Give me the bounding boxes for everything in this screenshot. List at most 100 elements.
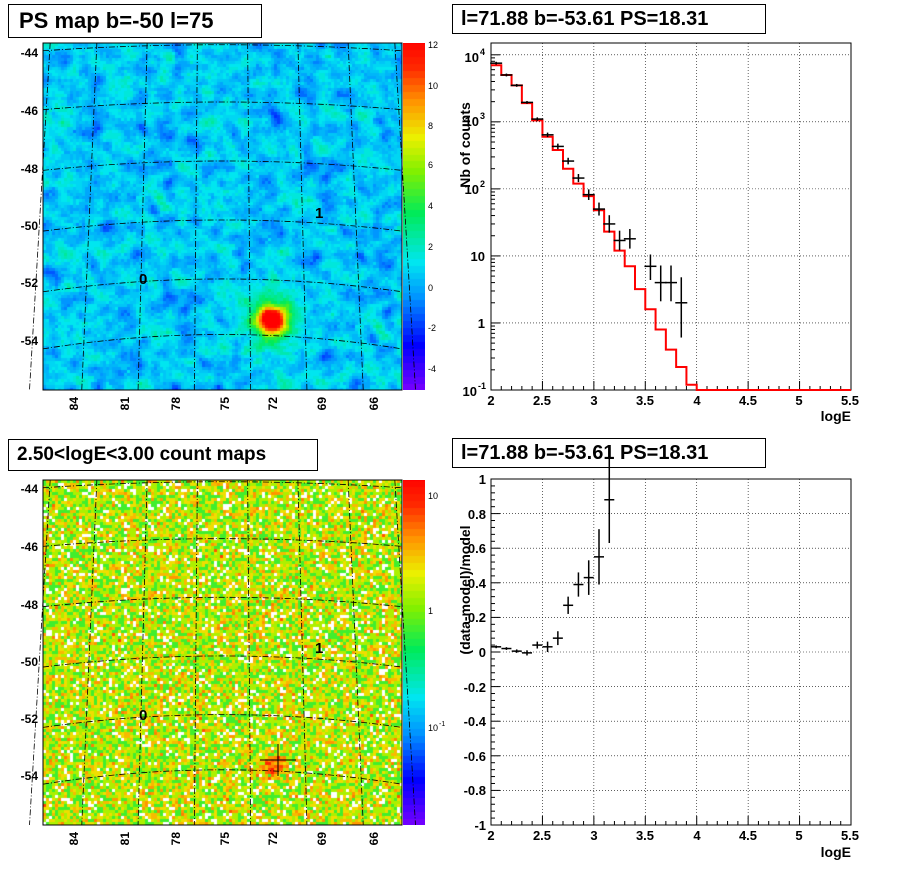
spectrum-xtick: 3.5 (636, 393, 654, 408)
residual-grid (490, 478, 852, 826)
ps-map-ytick: -48 (21, 162, 39, 176)
ps-map-frame (42, 42, 403, 391)
residual-xlabel: logE (821, 844, 851, 860)
ps-map-graticule (29, 42, 416, 391)
count-map-marker-0: 0 (139, 707, 147, 724)
spectrum-ytick: 10 (463, 384, 477, 399)
ps-map-heatmap (43, 43, 402, 390)
graticule-longitude-line (137, 479, 148, 826)
count-map-ytick: -44 (21, 482, 39, 496)
graticule-latitude-line (42, 769, 403, 785)
spectrum-xlabel: logE (821, 408, 851, 424)
count-map-ytick: -50 (21, 655, 39, 669)
graticule-latitude-line (42, 481, 403, 489)
spectrum-ytick: 10 (471, 249, 485, 264)
ps-map-xtick: 78 (169, 397, 183, 411)
count-map-xtick: 78 (169, 832, 183, 846)
residual-ytick: -0.4 (464, 714, 487, 729)
residual-xtick: 3 (590, 828, 597, 843)
ps-map-ytick: -54 (21, 334, 39, 348)
ps-colorbar-tick: -4 (428, 364, 436, 374)
residual-ytick: 0.8 (468, 507, 486, 522)
graticule-longitude-line (347, 42, 364, 391)
spectrum-ytick-exponent: 4 (480, 47, 485, 57)
count-map-ytick: -52 (21, 712, 39, 726)
ps-colorbar-tick: 0 (428, 283, 433, 293)
ps-map-ytick: -52 (21, 276, 39, 290)
ps-colorbar-tick: -2 (428, 323, 436, 333)
ps-map-xtick: 72 (266, 397, 280, 411)
count-map-xtick: 81 (118, 832, 132, 846)
graticule-longitude-line (29, 42, 51, 391)
graticule-longitude-line (29, 479, 51, 826)
count-colorbar-tick: -1 (439, 721, 445, 728)
ps-map-xtick: 66 (367, 397, 381, 411)
graticule-longitude-line (193, 479, 198, 826)
graticule-latitude-line (42, 44, 403, 52)
residual-xtick: 5.5 (841, 828, 859, 843)
count-map-ytick: -46 (21, 540, 39, 554)
spectrum-xtick: 2 (487, 393, 494, 408)
residual-frame (490, 478, 852, 826)
graticule-longitude-line (394, 479, 416, 826)
residual-xtick: 5 (795, 828, 802, 843)
count-map-xtick: 75 (218, 832, 232, 846)
ps-map-title: PS map b=-50 l=75 (8, 4, 262, 38)
residual-xtick: 2.5 (533, 828, 551, 843)
graticule-longitude-line (297, 42, 308, 391)
graticule-latitude-line (42, 278, 403, 293)
graticule-latitude-line (42, 160, 403, 171)
spectrum-ytick-exponent: -1 (478, 381, 486, 391)
count-map-ytick: -54 (21, 769, 39, 783)
count-map-ytick: -48 (21, 598, 39, 612)
graticule-longitude-line (193, 42, 198, 391)
residual-ytick: 1 (479, 472, 486, 487)
graticule-longitude-line (81, 42, 98, 391)
count-colorbar-tick: 1 (428, 606, 433, 616)
graticule-longitude-line (81, 479, 98, 826)
spectrum-title: l=71.88 b=-53.61 PS=18.31 (452, 4, 766, 34)
residual-xtick: 3.5 (636, 828, 654, 843)
ps-map-xtick: 84 (67, 397, 81, 411)
count-map-xtick: 69 (315, 832, 329, 846)
source-cross (260, 744, 296, 776)
residual-ytick: -0.6 (464, 749, 486, 764)
count-colorbar-tick: 10 (428, 723, 438, 733)
count-colorbar-tick: 10 (428, 491, 438, 501)
graticule-latitude-line (42, 655, 403, 668)
graticule-latitude-line (42, 219, 403, 232)
graticule-longitude-line (347, 479, 364, 826)
residual-xtick: 4.5 (739, 828, 757, 843)
spectrum-frame (490, 42, 852, 391)
residual-xtick: 4 (693, 828, 701, 843)
count-map-graticule (29, 479, 416, 826)
ps-map-colorbar (403, 43, 425, 390)
residual-ytick: 0.4 (468, 576, 487, 591)
ps-map-ytick: -50 (21, 219, 39, 233)
graticule-longitude-line (297, 479, 308, 826)
count-map-frame (42, 479, 403, 826)
spectrum-data-points (490, 61, 688, 338)
count-map-xtick: 84 (67, 832, 81, 846)
spectrum-ytick: 10 (465, 114, 479, 129)
ps-colorbar-tick: 6 (428, 160, 433, 170)
spectrum-xtick: 5 (795, 393, 802, 408)
ps-map-marker-0: 0 (139, 271, 147, 288)
count-map-xtick: 72 (266, 832, 280, 846)
graticule-latitude-line (42, 538, 403, 547)
graticule-latitude-line (42, 334, 403, 350)
residual-ylabel: (data-model)/model (457, 525, 473, 654)
graticule-latitude-line (42, 714, 403, 728)
ps-colorbar-tick: 8 (428, 121, 433, 131)
residual-ytick: 0.2 (468, 610, 486, 625)
ps-colorbar-tick: 4 (428, 201, 433, 211)
graticule-longitude-line (394, 42, 416, 391)
graticule-longitude-line (247, 42, 252, 391)
residual-ytick: -0.8 (464, 783, 486, 798)
count-map-heatmap (43, 480, 402, 825)
ps-map-xtick: 75 (218, 397, 232, 411)
residual-ytick: -1 (474, 818, 486, 833)
spectrum-ytick: 10 (465, 50, 479, 65)
graticule-longitude-line (247, 479, 252, 826)
